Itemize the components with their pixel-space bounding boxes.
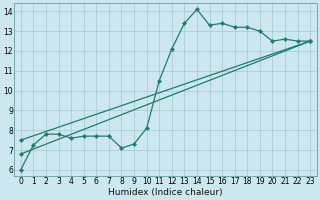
X-axis label: Humidex (Indice chaleur): Humidex (Indice chaleur) <box>108 188 223 197</box>
